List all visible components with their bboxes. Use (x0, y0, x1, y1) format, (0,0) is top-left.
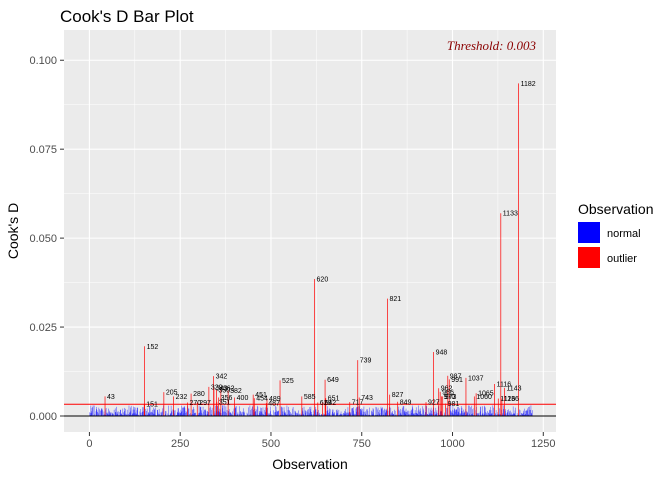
outlier-label: 1136 (504, 396, 519, 403)
outlier-label: 270 (189, 400, 201, 407)
outlier-label: 739 (360, 358, 372, 365)
outlier-label: 927 (428, 400, 440, 407)
outlier-label: 487 (268, 401, 280, 408)
outlier-label: 152 (147, 344, 159, 351)
outlier-label: 451 (255, 392, 267, 399)
outlier-label: 827 (392, 392, 404, 399)
outlier-label: 280 (193, 391, 205, 398)
outlier-label: 966 (442, 389, 454, 396)
x-tick-label: 0 (86, 438, 92, 450)
outlier-label: 343 (216, 385, 228, 392)
chart-title: Cook's D Bar Plot (60, 7, 194, 26)
outlier-label: 351 (219, 399, 231, 406)
outlier-bars (104, 83, 519, 416)
plot-panel (64, 30, 556, 432)
outlier-label: 489 (269, 396, 281, 403)
outlier-label: 382 (230, 388, 242, 395)
outlier-label: 454 (256, 396, 268, 403)
outlier-label: 1143 (506, 385, 521, 392)
outlier-label: 642 (325, 400, 337, 407)
outlier-label: 743 (361, 395, 373, 402)
outlier-label: 525 (282, 378, 294, 385)
outlier-label: 1126 (500, 396, 515, 403)
outlier-label: 585 (304, 394, 316, 401)
outlier-label: 1065 (478, 391, 494, 398)
outlier-label: 205 (166, 390, 178, 397)
legend-label-normal: normal (607, 228, 641, 240)
outlier-label: 1133 (503, 211, 518, 218)
outlier-label: 962 (441, 386, 453, 393)
x-axis: 0 250 500 750 1000 1250 (86, 432, 556, 450)
x-tick-label: 250 (171, 438, 189, 450)
legend-swatch-outlier (578, 247, 600, 268)
outlier-label: 821 (390, 296, 402, 303)
outlier-label: 232 (176, 394, 188, 401)
outlier-label: 629 (320, 400, 332, 407)
outlier-label: 981 (448, 401, 460, 408)
x-tick-label: 500 (262, 438, 280, 450)
outlier-label: 987 (450, 373, 462, 380)
outlier-label: 1060 (476, 394, 492, 401)
y-tick-label: 0.025 (29, 322, 57, 334)
x-tick-label: 750 (353, 438, 371, 450)
outlier-label: 151 (146, 401, 158, 408)
outlier-label: 342 (216, 374, 228, 381)
minor-gridlines (64, 30, 556, 432)
y-axis: 0.000 0.025 0.050 0.075 0.100 (29, 55, 64, 423)
legend-swatch-normal (578, 222, 600, 243)
y-tick-label: 0.075 (29, 144, 57, 156)
y-axis-title: Cook's D (5, 203, 21, 259)
outlier-label: 43 (107, 394, 115, 401)
x-axis-title: Observation (272, 456, 347, 472)
outlier-label: 717 (352, 400, 364, 407)
y-tick-label: 0.000 (29, 411, 57, 423)
outlier-label: 620 (317, 277, 329, 284)
outlier-label: 329 (211, 384, 223, 391)
outlier-label: 400 (237, 395, 249, 402)
outlier-label: 991 (451, 377, 463, 384)
x-tick-label: 1000 (440, 438, 464, 450)
outlier-label: 970 (444, 394, 456, 401)
x-tick-label: 1250 (531, 438, 555, 450)
outlier-label: 356 (221, 395, 233, 402)
legend: Observation normal outlier (578, 201, 653, 268)
outlier-label: 651 (328, 396, 340, 403)
outlier-label: 973 (445, 394, 457, 401)
outlier-label: 350 (219, 388, 231, 395)
outlier-label: 362 (223, 386, 235, 393)
outlier-label: 297 (199, 400, 211, 407)
y-tick-label: 0.100 (29, 55, 57, 67)
outlier-label: 849 (400, 399, 412, 406)
outlier-label: 649 (327, 377, 339, 384)
legend-title: Observation (578, 201, 653, 217)
outlier-label: 1116 (497, 381, 512, 388)
y-tick-label: 0.050 (29, 233, 57, 245)
outlier-label: 1037 (468, 375, 484, 382)
threshold-label: Threshold: 0.003 (447, 38, 537, 53)
legend-label-outlier: outlier (607, 253, 637, 265)
outlier-label: 1182 (521, 81, 536, 88)
outlier-label: 948 (436, 349, 448, 356)
